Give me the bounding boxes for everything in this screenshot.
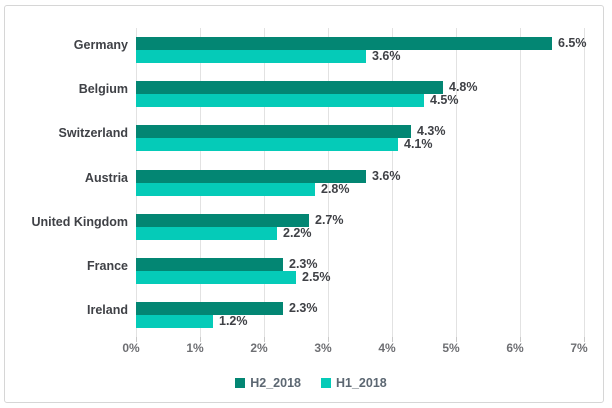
data-label: 4.1%	[404, 137, 433, 151]
bar-h1_2018	[136, 183, 315, 196]
data-label: 2.7%	[315, 213, 344, 227]
data-label: 3.6%	[372, 49, 401, 63]
bar-h2_2018	[136, 214, 309, 227]
legend-marker-icon	[235, 378, 246, 388]
category-label: Germany	[73, 38, 128, 52]
bar-h2_2018	[136, 170, 366, 183]
gridline	[456, 28, 457, 337]
data-label: 2.2%	[283, 226, 312, 240]
legend-item-h2_2018: H2_2018	[235, 376, 301, 390]
legend-marker-icon	[321, 378, 331, 388]
bar-h2_2018	[136, 302, 283, 315]
bar-h1_2018	[136, 138, 398, 151]
data-label: 2.5%	[302, 270, 331, 284]
x-axis-label: 4%	[378, 341, 396, 355]
axis-tick	[520, 337, 521, 342]
data-label: 2.3%	[289, 257, 318, 271]
x-axis-label: 3%	[314, 341, 332, 355]
legend-label: H2_2018	[250, 376, 301, 390]
bar-h2_2018	[136, 37, 552, 50]
x-axis-label: 2%	[250, 341, 268, 355]
bar-h1_2018	[136, 227, 277, 240]
category-label: Switzerland	[58, 126, 128, 140]
plot-area: 6.5% 3.6% 4.8% 4.5% 4.3% 4.1% 3.6% 2.8% 2.7% 2.2%…	[136, 28, 587, 342]
x-axis-label: 0%	[122, 341, 140, 355]
axis-tick	[392, 337, 393, 342]
axis-tick	[584, 337, 585, 342]
bar-h1_2018	[136, 94, 424, 107]
x-axis-label: 7%	[570, 341, 588, 355]
legend-label: H1_2018	[336, 376, 387, 390]
axis-tick	[200, 337, 201, 342]
bar-h2_2018	[136, 81, 443, 94]
category-label: France	[87, 259, 128, 273]
legend-item-h1_2018: H1_2018	[321, 376, 387, 390]
x-axis-label: 1%	[186, 341, 204, 355]
chart-legend: H2_2018 H1_2018	[5, 376, 612, 390]
axis-tick	[456, 337, 457, 342]
data-label: 4.3%	[417, 124, 446, 138]
chart-frame: 6.5% 3.6% 4.8% 4.5% 4.3% 4.1% 3.6% 2.8% 2.7% 2.2%…	[4, 5, 604, 403]
category-label: United Kingdom	[31, 215, 128, 229]
category-label: Ireland	[87, 303, 128, 317]
x-axis-label: 6%	[506, 341, 524, 355]
data-label: 3.6%	[372, 169, 401, 183]
data-label: 2.3%	[289, 301, 318, 315]
gridline	[392, 28, 393, 337]
data-label: 4.8%	[449, 80, 478, 94]
bar-h1_2018	[136, 315, 213, 328]
gridline	[520, 28, 521, 337]
axis-tick	[328, 337, 329, 342]
category-label: Belgium	[78, 82, 128, 96]
data-label: 2.8%	[321, 182, 350, 196]
bar-h1_2018	[136, 271, 296, 284]
category-label: Austria	[84, 171, 128, 185]
bar-h1_2018	[136, 50, 366, 63]
data-label: 6.5%	[558, 36, 587, 50]
data-label: 4.5%	[430, 93, 459, 107]
x-axis-label: 5%	[442, 341, 460, 355]
axis-tick	[136, 337, 137, 342]
gridline	[584, 28, 585, 337]
bar-h2_2018	[136, 125, 411, 138]
axis-tick	[264, 337, 265, 342]
bar-h2_2018	[136, 258, 283, 271]
data-label: 1.2%	[219, 314, 248, 328]
